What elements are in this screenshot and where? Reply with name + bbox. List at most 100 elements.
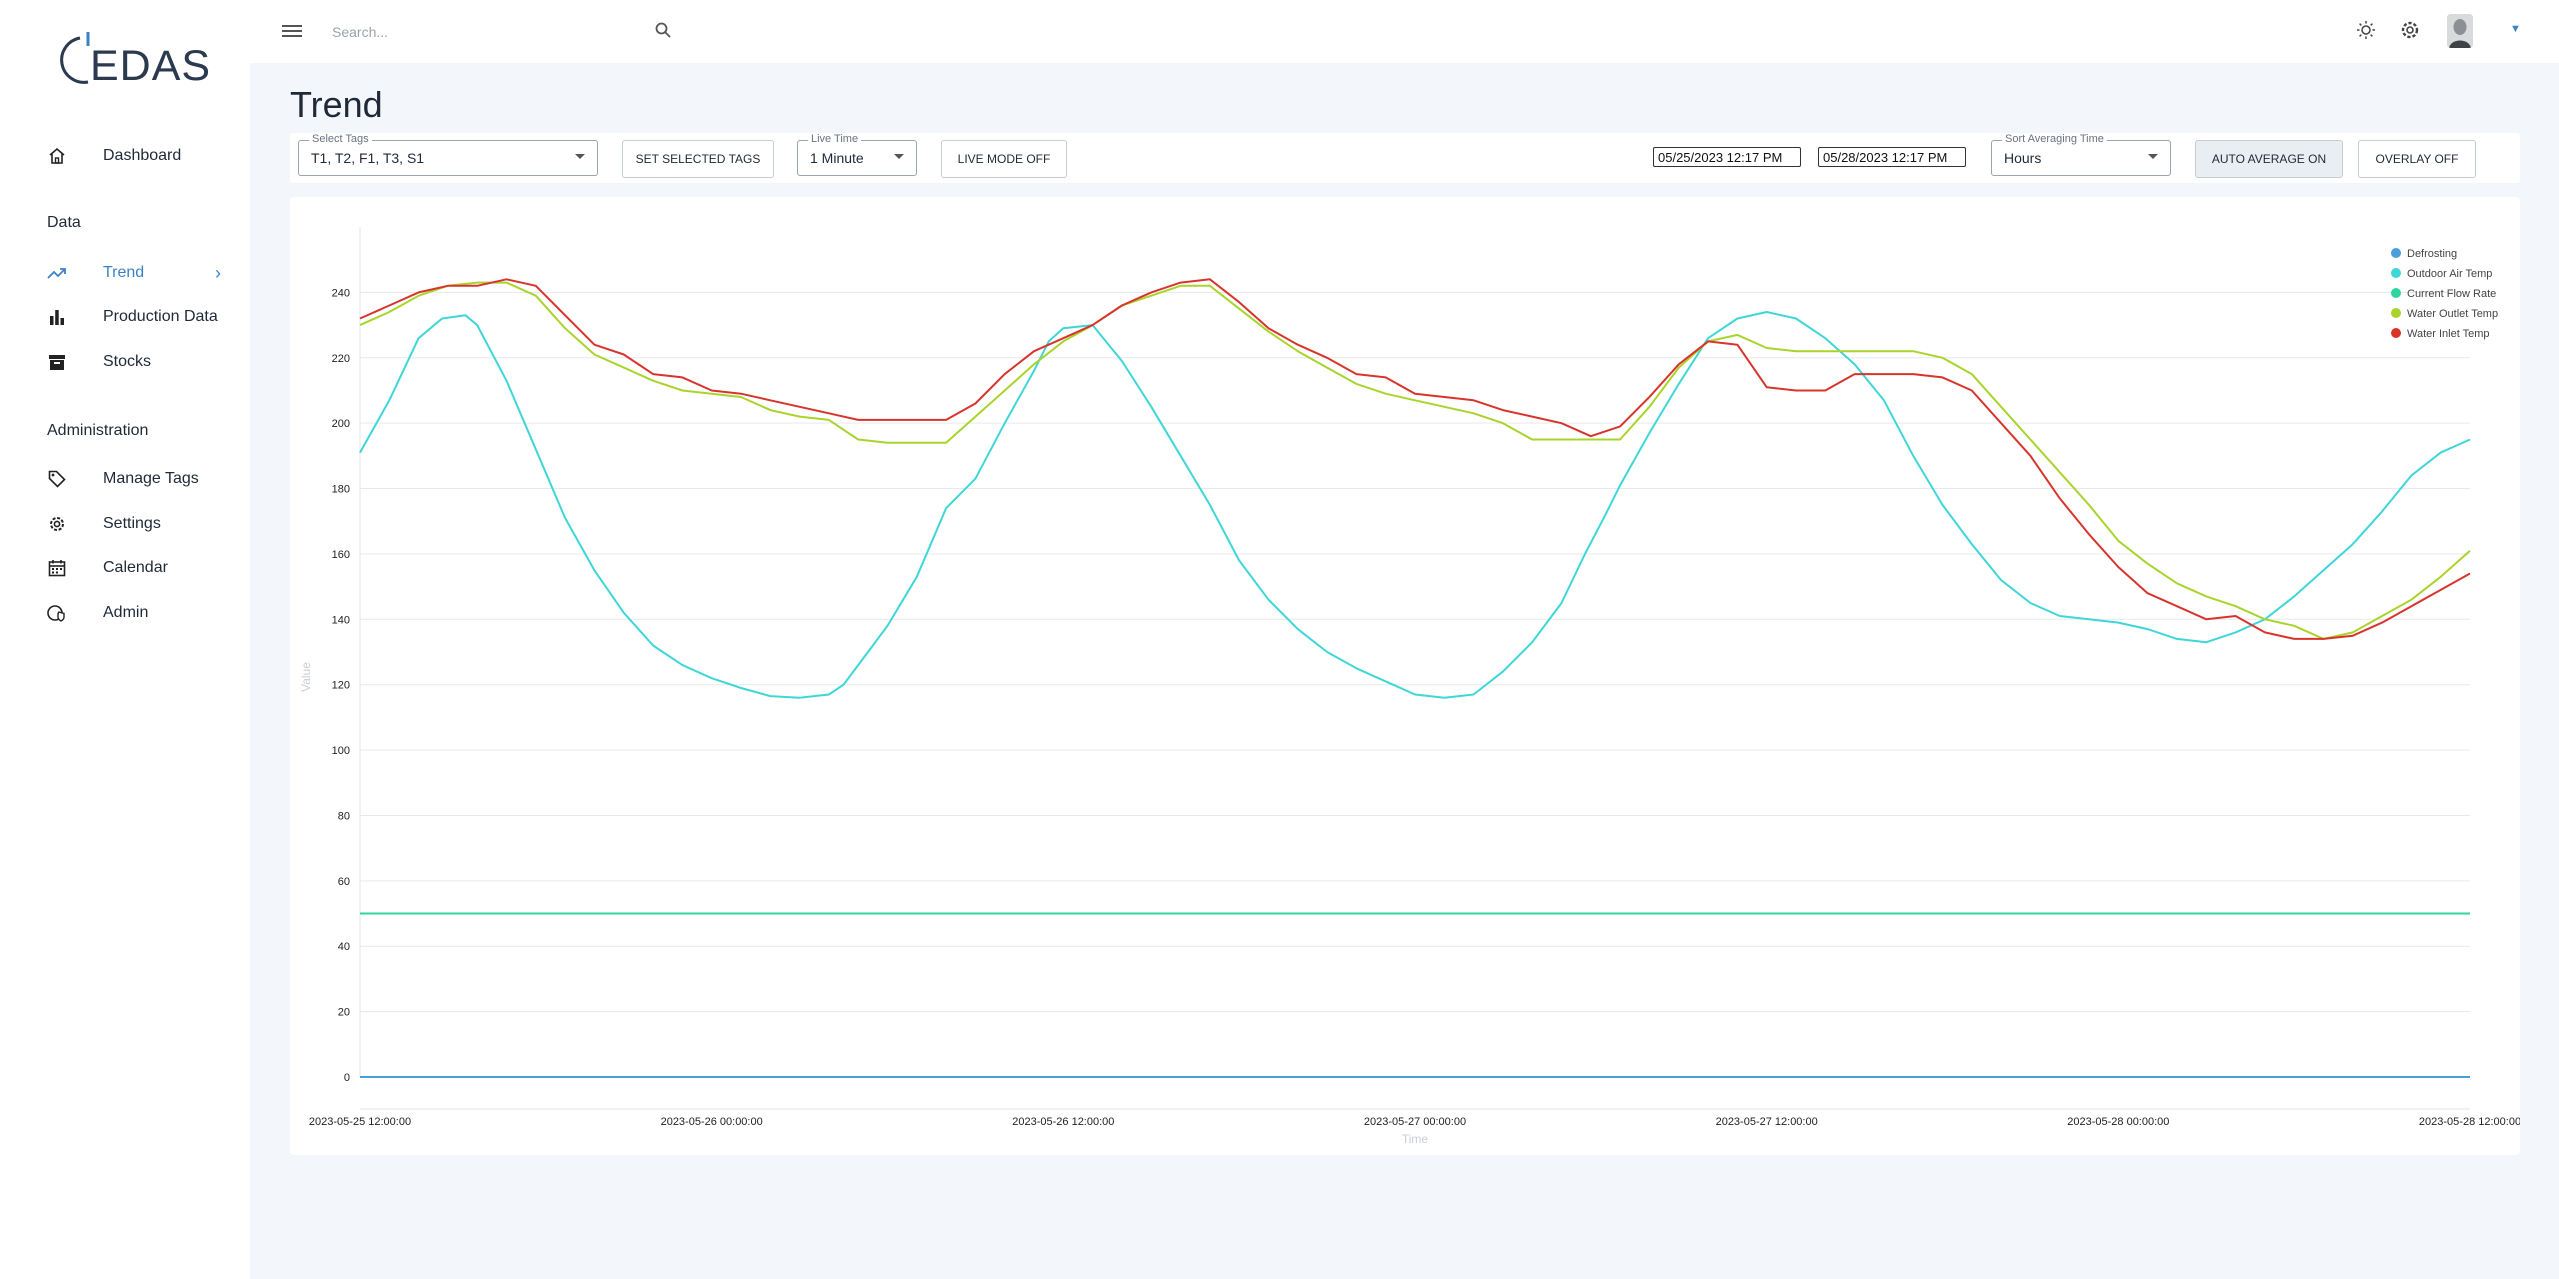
sidebar-item-dashboard[interactable]: Dashboard	[0, 136, 250, 176]
sidebar-item-admin[interactable]: Admin	[0, 593, 250, 633]
x-axis-ticks: 2023-05-25 12:00:00 2023-05-26 00:00:00 20…	[309, 1116, 2520, 1128]
y-tick-label: 40	[338, 941, 350, 953]
y-tick-label: 100	[332, 745, 350, 757]
home-icon	[46, 145, 68, 167]
sidebar-item-settings[interactable]: Settings	[0, 504, 250, 544]
set-selected-tags-button[interactable]: SET SELECTED TAGS	[622, 140, 774, 178]
select-tags-legend: Select Tags	[309, 133, 372, 145]
legend-swatch	[2391, 308, 2401, 318]
logo-power-icon	[60, 32, 90, 84]
legend-swatch	[2391, 268, 2401, 278]
edas-logo[interactable]: EDAS	[58, 24, 210, 94]
live-time-value: 1 Minute	[810, 150, 864, 166]
chevron-down-icon[interactable]: ▼	[2510, 23, 2521, 35]
chart-grid	[359, 227, 2470, 1110]
section-heading-administration: Administration	[47, 422, 149, 439]
settings-gear-icon[interactable]	[2399, 19, 2421, 41]
y-tick-label: 20	[338, 1007, 350, 1019]
menu-toggle-icon[interactable]	[282, 22, 302, 40]
legend-label: Outdoor Air Temp	[2407, 268, 2492, 280]
logo-text: EDAS	[90, 42, 212, 90]
dropdown-arrow-icon	[575, 154, 585, 159]
chart-legend: Defrosting Outdoor Air Temp Current Flow R…	[2391, 248, 2498, 340]
sidebar-item-production-data[interactable]: Production Data	[0, 297, 250, 337]
sidebar-item-label: Production Data	[103, 308, 218, 325]
sidebar-item-label: Stocks	[103, 353, 152, 370]
y-tick-label: 60	[338, 876, 350, 888]
y-tick-label: 240	[332, 287, 350, 299]
x-tick-label: 2023-05-28 12:00:00	[2419, 1116, 2520, 1128]
chevron-right-icon: ›	[215, 262, 221, 283]
sort-averaging-value: Hours	[2004, 150, 2042, 166]
live-time-legend: Live Time	[808, 133, 862, 145]
admin-shield-icon	[46, 602, 68, 624]
live-mode-button[interactable]: LIVE MODE OFF	[941, 140, 1067, 178]
archive-box-icon	[46, 351, 68, 373]
sidebar-item-label: Dashboard	[103, 147, 182, 164]
x-tick-label: 2023-05-28 00:00:00	[2067, 1116, 2169, 1128]
theme-toggle-sun-icon[interactable]	[2355, 19, 2377, 41]
x-tick-label: 2023-05-26 12:00:00	[1012, 1116, 1114, 1128]
section-heading-data: Data	[47, 214, 81, 231]
y-tick-label: 180	[332, 484, 350, 496]
dropdown-arrow-icon	[894, 154, 904, 159]
overlay-button[interactable]: OVERLAY OFF	[2358, 140, 2476, 178]
sidebar-item-label: Admin	[103, 604, 149, 621]
y-axis-ticks: 0 20 40 60 80 100 120 140 160 180 200 220 240	[332, 287, 350, 1084]
y-tick-label: 200	[332, 418, 350, 430]
sidebar-item-label: Settings	[103, 515, 161, 532]
page-title: Trend	[290, 84, 383, 125]
date-to-input[interactable]	[1818, 147, 1966, 167]
dropdown-arrow-icon	[2148, 154, 2158, 159]
x-tick-label: 2023-05-26 00:00:00	[661, 1116, 763, 1128]
calendar-icon	[46, 557, 68, 579]
tag-icon	[46, 468, 68, 490]
y-axis-title: Value	[299, 662, 313, 692]
legend-label: Water Outlet Temp	[2407, 308, 2498, 320]
y-tick-label: 160	[332, 549, 350, 561]
select-tags-value: T1, T2, F1, T3, S1	[311, 150, 425, 166]
x-tick-label: 2023-05-25 12:00:00	[309, 1116, 411, 1128]
y-tick-label: 220	[332, 353, 350, 365]
legend-swatch	[2391, 248, 2401, 258]
y-tick-label: 80	[338, 810, 350, 822]
avatar[interactable]	[2447, 14, 2473, 48]
live-time-dropdown[interactable]: Live Time 1 Minute	[797, 133, 917, 176]
gear-icon	[46, 513, 68, 535]
top-bar: ▼	[250, 0, 2559, 63]
y-tick-label: 140	[332, 614, 350, 626]
sidebar-item-trend[interactable]: Trend ›	[0, 253, 250, 293]
sidebar-item-label: Manage Tags	[103, 470, 199, 487]
y-tick-label: 120	[332, 680, 350, 692]
x-tick-label: 2023-05-27 12:00:00	[1716, 1116, 1818, 1128]
trending-up-icon	[46, 262, 68, 284]
bar-chart-icon	[46, 306, 68, 328]
y-tick-label: 0	[344, 1072, 350, 1084]
series-line-water-inlet-temp	[359, 278, 2471, 640]
sidebar: EDAS Dashboard Data Trend › Production D…	[0, 0, 250, 1279]
sidebar-item-stocks[interactable]: Stocks	[0, 342, 250, 382]
x-tick-label: 2023-05-27 00:00:00	[1364, 1116, 1466, 1128]
series-line-water-outlet-temp	[359, 281, 2471, 640]
sort-averaging-legend: Sort Averaging Time	[2002, 133, 2107, 145]
search-icon[interactable]	[654, 21, 672, 39]
sidebar-item-calendar[interactable]: Calendar	[0, 548, 250, 588]
trend-chart[interactable]: 0 20 40 60 80 100 120 140 160 180 200 220 240 2023-0…	[290, 197, 2520, 1155]
legend-swatch	[2391, 288, 2401, 298]
x-axis-title: Time	[1402, 1132, 1429, 1146]
legend-label: Water Inlet Temp	[2407, 328, 2490, 340]
sidebar-item-label: Trend	[103, 264, 145, 281]
sidebar-item-manage-tags[interactable]: Manage Tags	[0, 459, 250, 499]
date-from-input[interactable]	[1653, 147, 1801, 167]
trend-chart-card: 0 20 40 60 80 100 120 140 160 180 200 220 240 2023-0…	[290, 197, 2520, 1155]
sidebar-item-label: Calendar	[103, 559, 168, 576]
legend-swatch	[2391, 328, 2401, 338]
series-line-outdoor-air-temp	[359, 311, 2471, 699]
auto-average-button[interactable]: AUTO AVERAGE ON	[2195, 140, 2343, 178]
chart-series-lines	[359, 278, 2471, 1078]
legend-label: Current Flow Rate	[2407, 288, 2496, 300]
legend-label: Defrosting	[2407, 248, 2457, 260]
sort-averaging-time-dropdown[interactable]: Sort Averaging Time Hours	[1991, 133, 2171, 176]
select-tags-dropdown[interactable]: Select Tags T1, T2, F1, T3, S1	[298, 133, 598, 176]
search-input[interactable]	[330, 16, 634, 48]
